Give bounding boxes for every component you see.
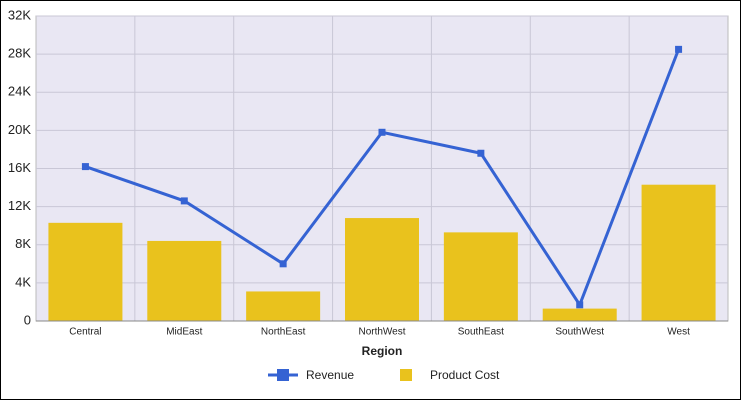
y-tick-label: 4K xyxy=(15,274,31,289)
y-tick-label: 28K xyxy=(8,46,31,61)
x-tick-label: Central xyxy=(69,327,101,338)
marker xyxy=(180,197,188,205)
x-tick-label: MidEast xyxy=(166,327,202,338)
marker xyxy=(576,301,584,309)
bar xyxy=(542,308,617,321)
bar xyxy=(345,218,419,321)
x-tick-label: SouthEast xyxy=(458,327,504,338)
marker xyxy=(675,45,683,53)
bar xyxy=(147,240,222,321)
marker xyxy=(81,163,89,171)
x-axis-label: Region xyxy=(362,344,403,358)
y-tick-label: 0 xyxy=(24,312,31,327)
bar xyxy=(443,232,518,321)
legend-label: Revenue xyxy=(306,368,354,382)
x-tick-label: West xyxy=(667,327,690,338)
marker xyxy=(378,128,386,136)
bar xyxy=(246,291,321,321)
x-tick-label: NorthWest xyxy=(358,327,405,338)
legend-swatch xyxy=(400,369,412,381)
x-tick-label: NorthEast xyxy=(261,327,306,338)
marker xyxy=(279,260,287,268)
y-tick-label: 12K xyxy=(8,198,31,213)
bar xyxy=(48,222,123,321)
y-tick-label: 24K xyxy=(8,84,31,99)
y-tick-label: 32K xyxy=(8,7,31,22)
marker xyxy=(477,149,485,157)
y-tick-label: 20K xyxy=(8,122,31,137)
legend-label: Product Cost xyxy=(430,368,500,382)
bar xyxy=(641,184,716,321)
y-tick-label: 8K xyxy=(15,236,31,251)
y-tick-label: 16K xyxy=(8,160,31,175)
x-tick-label: SouthWest xyxy=(555,327,604,338)
legend-marker xyxy=(277,369,289,381)
